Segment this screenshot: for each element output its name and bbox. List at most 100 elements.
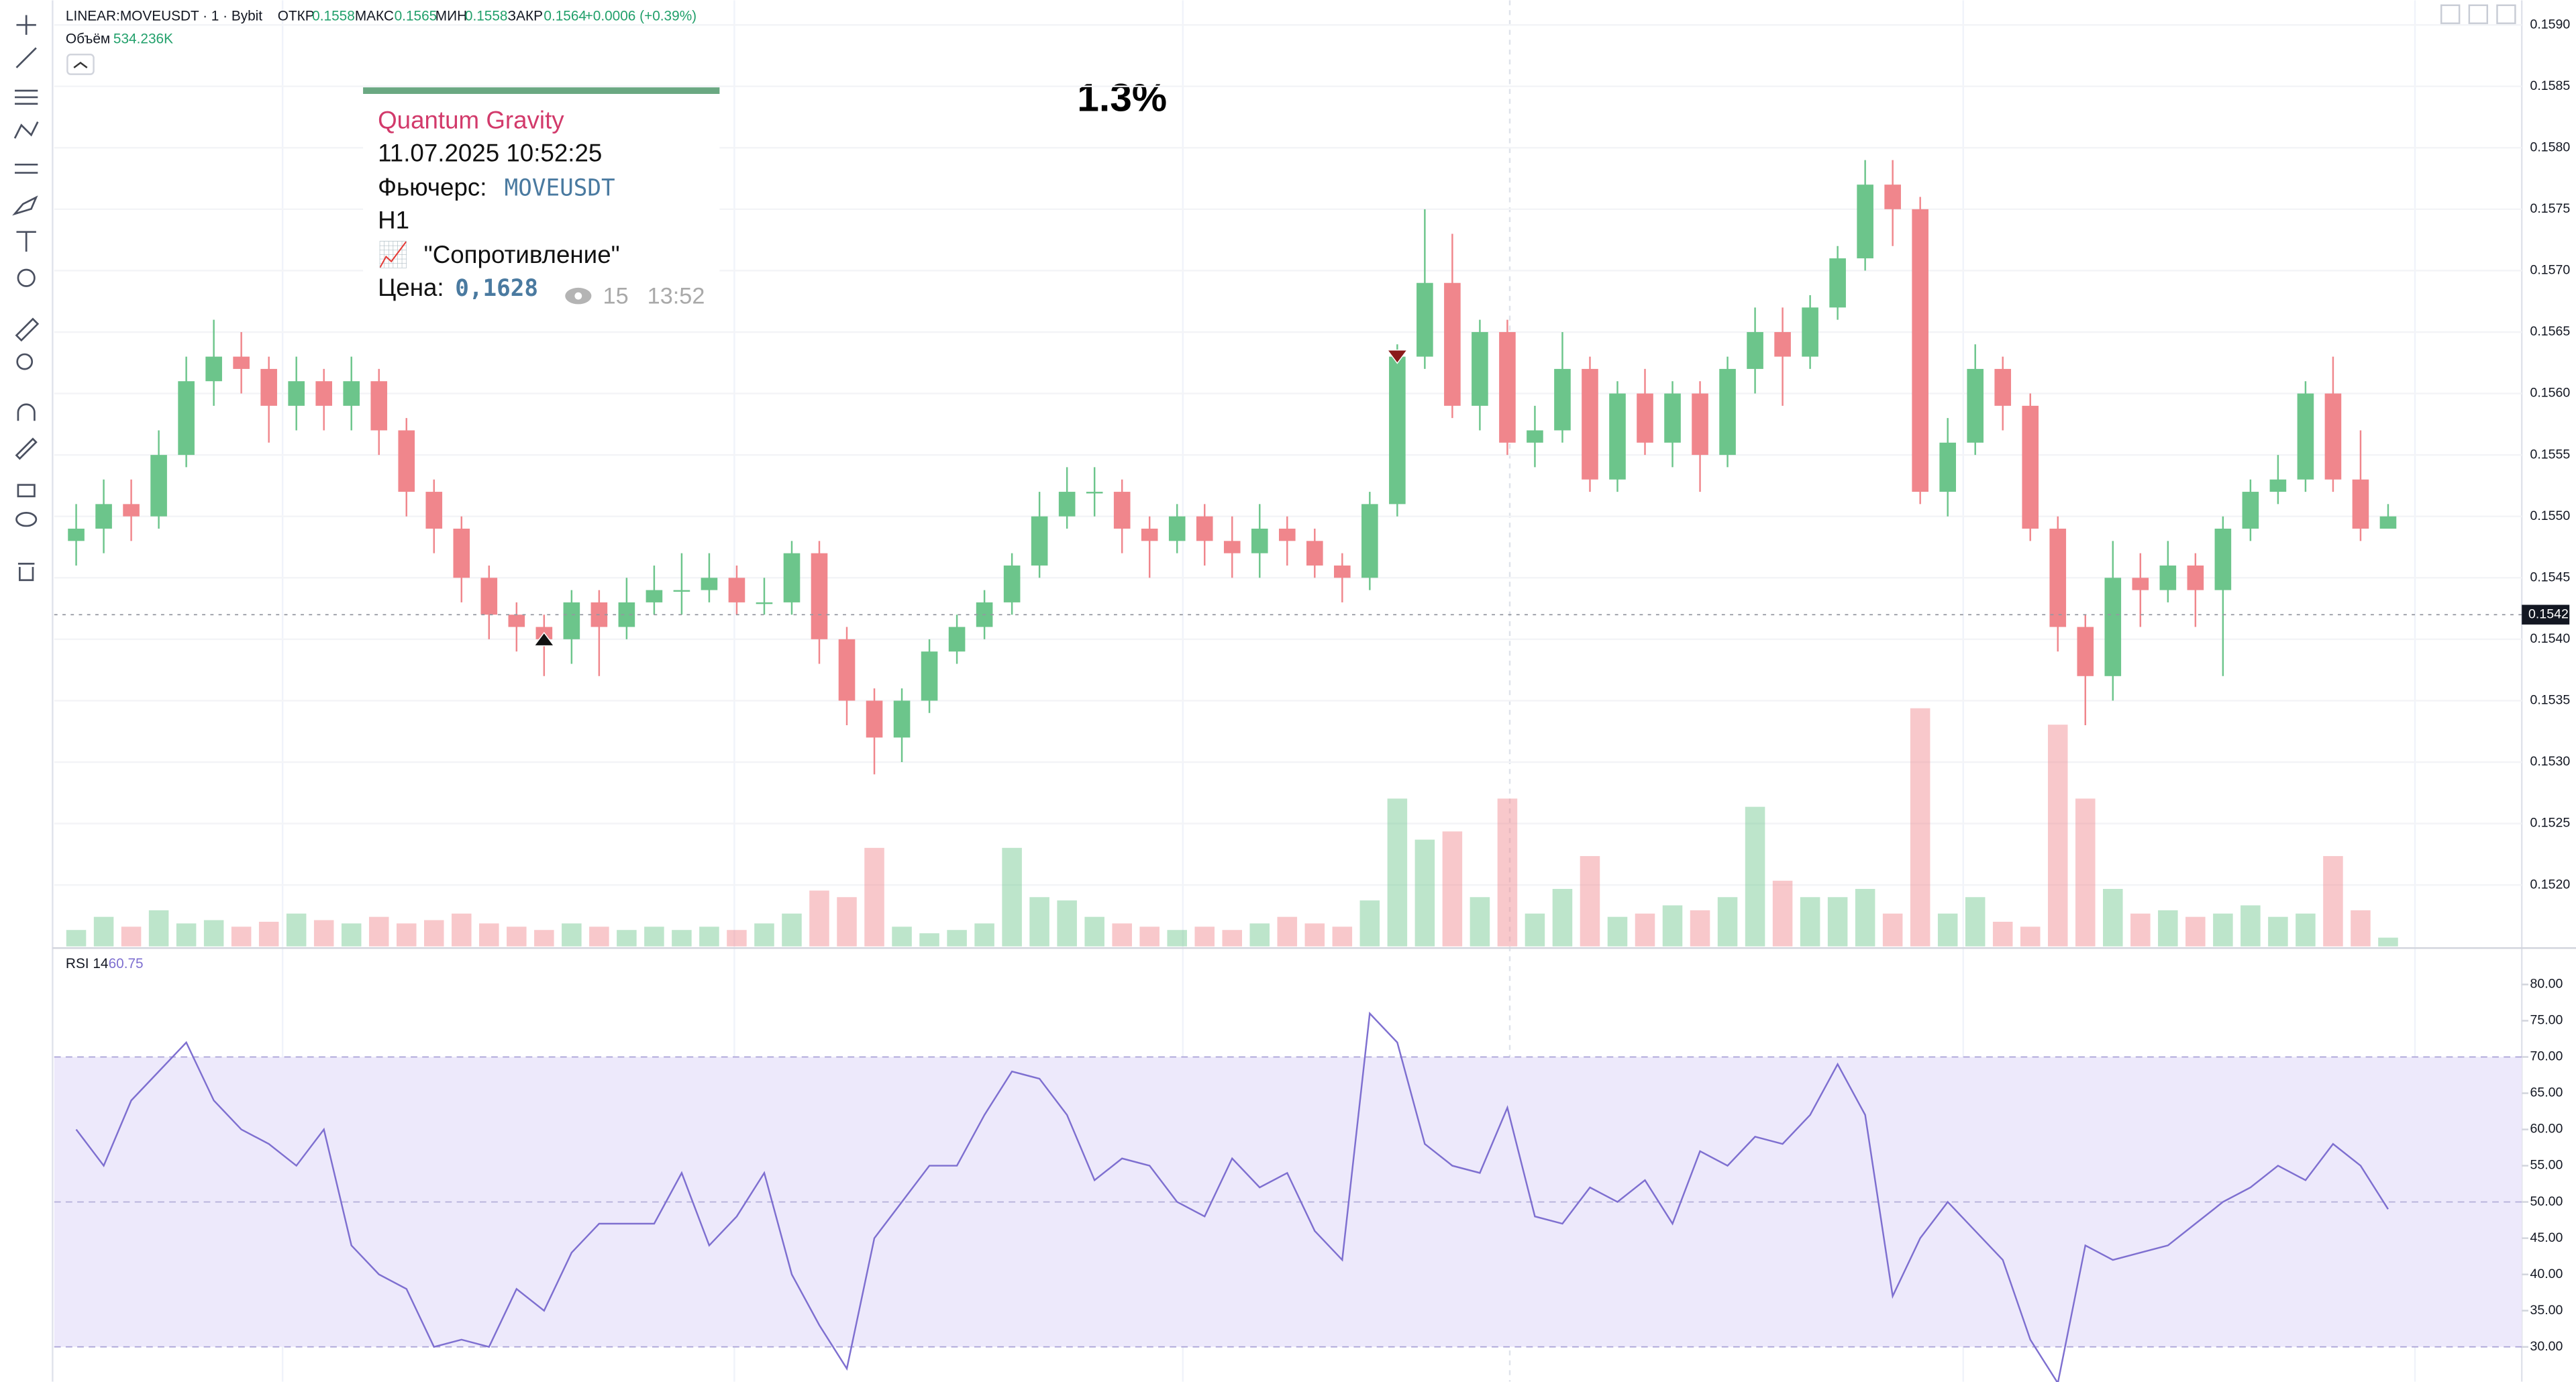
candle-body <box>343 381 360 406</box>
volume-bar <box>1139 926 1160 947</box>
restore-button[interactable] <box>2468 4 2489 24</box>
volume-bar <box>2213 913 2233 947</box>
y-tick-label: 0.1585 <box>2530 78 2570 93</box>
fib-tool[interactable] <box>15 89 38 105</box>
candle-body <box>1857 184 1873 259</box>
volume-bar <box>1084 916 1104 947</box>
line-tool[interactable] <box>15 47 37 68</box>
y-tick-label: 0.1525 <box>2530 816 2570 831</box>
volume-bar <box>1442 831 1463 947</box>
candle-body <box>508 615 525 627</box>
candle-body <box>1251 529 1268 553</box>
change: +0.0006 (+0.39%) <box>585 8 697 23</box>
candle-body <box>1802 307 1818 357</box>
candle-body <box>701 578 718 590</box>
hide-indicators-button[interactable] <box>66 54 95 75</box>
candle-body <box>2077 627 2094 676</box>
price-tag <box>2522 604 2570 625</box>
volume-bar <box>1635 913 1655 947</box>
toolbar[interactable] <box>12 15 40 582</box>
volume-bar <box>727 930 747 947</box>
delete-tool[interactable] <box>17 562 35 582</box>
candle-body <box>1031 516 1048 566</box>
candle-body <box>178 381 195 456</box>
pattern-tool[interactable] <box>13 121 39 139</box>
emoji-tool[interactable] <box>17 268 36 287</box>
low-value: 0.1558 <box>465 8 508 23</box>
candle-body <box>68 529 85 541</box>
candle-body <box>150 455 167 517</box>
brush-tool[interactable] <box>12 195 38 216</box>
volume-bar <box>1359 900 1380 947</box>
symbol: LINEAR:MOVEUSDT · 1 · Bybit <box>66 8 262 23</box>
candle-body <box>2132 578 2149 590</box>
volume-bar <box>341 923 362 947</box>
y-tick-label: 0.1550 <box>2530 509 2570 523</box>
volume-bar <box>809 890 829 947</box>
collapse-button[interactable] <box>2440 4 2461 24</box>
y-tick-label: 0.1575 <box>2530 201 2570 216</box>
volume-bar <box>2268 916 2288 947</box>
ruler-tool[interactable] <box>15 317 40 342</box>
candle-body <box>1416 282 1433 357</box>
y-tick-label: 0.1520 <box>2530 877 2570 892</box>
candle-body <box>2022 405 2039 529</box>
candle-body <box>1719 368 1736 456</box>
y-tick-label: 30.00 <box>2530 1339 2563 1354</box>
volume-bar <box>1249 923 1270 947</box>
card-time: 13:52 <box>648 284 705 309</box>
volume-bar <box>66 930 87 947</box>
candle-body <box>1582 368 1598 480</box>
volume-bar <box>1057 900 1077 947</box>
candle-body <box>2104 578 2122 676</box>
volume-bar <box>1002 847 1022 947</box>
window-controls[interactable] <box>66 4 2516 75</box>
candle-body <box>1994 368 2012 406</box>
volume-bar <box>534 930 554 947</box>
volume-bar <box>148 910 169 947</box>
candle-body <box>1472 331 1488 406</box>
open-value: 0.1558 <box>312 8 355 23</box>
volume-bar <box>1497 798 1518 947</box>
candle-body <box>1444 282 1461 406</box>
text-tool[interactable] <box>16 231 36 252</box>
volume-bar <box>864 847 884 947</box>
draw-mode-tool[interactable] <box>15 437 38 460</box>
y-tick-label: 40.00 <box>2530 1267 2563 1281</box>
volume-bar <box>1910 708 1930 947</box>
candle-body <box>1884 184 1901 209</box>
volume-bar <box>2020 926 2041 947</box>
visibility-tool[interactable] <box>15 512 38 527</box>
volume-bar <box>1607 916 1628 947</box>
lock-tool[interactable] <box>17 484 36 498</box>
candle-body <box>866 700 883 738</box>
zoom-tool[interactable] <box>16 353 34 370</box>
candle-body <box>1223 541 1241 553</box>
volume-bar <box>1580 856 1600 947</box>
volume-bar <box>2103 889 2123 947</box>
candle-body <box>728 578 745 602</box>
volume-bar <box>782 913 802 947</box>
volume-bar <box>892 926 912 947</box>
candle-body <box>1361 504 1378 578</box>
magnet-tool[interactable] <box>17 403 36 421</box>
volume-bar <box>2296 913 2316 947</box>
candle-body <box>288 381 305 406</box>
volume-bar <box>1882 913 1903 947</box>
candle-body <box>756 602 773 604</box>
volume-bar <box>672 930 692 947</box>
candle-body <box>2379 516 2397 529</box>
y-tick-label: 35.00 <box>2530 1303 2563 1318</box>
forecast-tool[interactable] <box>15 163 38 174</box>
maximize-button[interactable] <box>2496 4 2516 24</box>
card-price: 0,1628 <box>455 275 538 302</box>
candle-body <box>1554 368 1571 431</box>
volume-bar <box>176 923 197 947</box>
card-timeframe: H1 <box>378 207 409 234</box>
volume-bar <box>1800 897 1820 947</box>
crosshair-tool[interactable] <box>16 15 36 35</box>
indicator-value: 60.75 <box>109 956 144 971</box>
candle-body <box>811 553 828 639</box>
card-price-label: Цена: <box>378 274 444 301</box>
card-views: 15 <box>603 284 629 309</box>
